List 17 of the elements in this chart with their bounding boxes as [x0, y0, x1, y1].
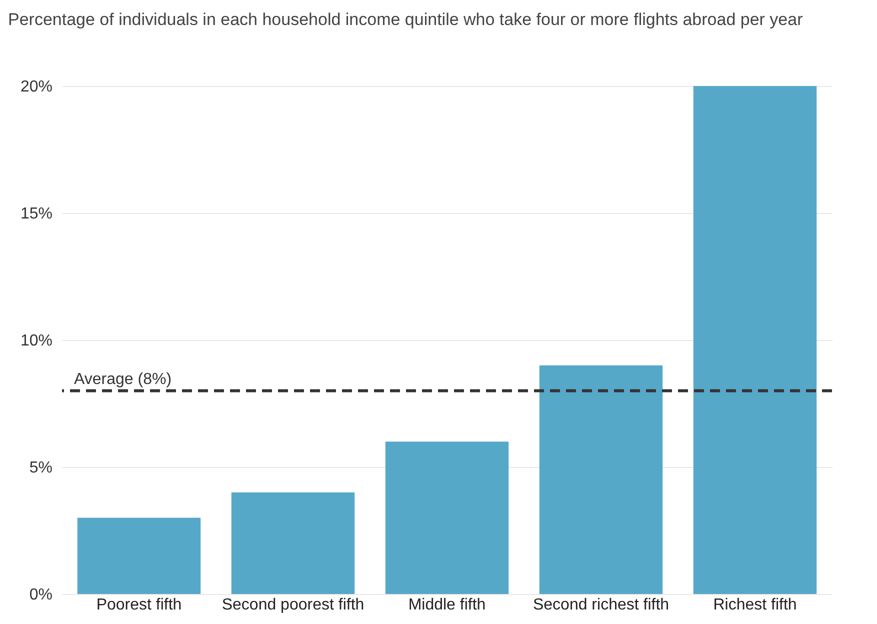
ref-line-label: Average (8%): [74, 370, 172, 388]
chart-title: Percentage of individuals in each household income quintile who take four or more flights abroad per year: [8, 9, 804, 31]
x-tick-label: Richest fifth: [713, 596, 797, 614]
y-tick-label: 5%: [29, 460, 52, 476]
y-tick-label: 0%: [29, 586, 52, 604]
bar: [693, 86, 817, 594]
bar: [231, 492, 355, 594]
y-tick-label: 10%: [20, 332, 52, 350]
bar: [77, 518, 201, 594]
y-tick-label: 20%: [20, 78, 52, 96]
bar: [385, 442, 509, 594]
x-tick-label: Middle fifth: [408, 596, 486, 614]
y-tick-label: 15%: [20, 206, 52, 222]
x-tick-label: Second richest fifth: [532, 596, 670, 614]
x-tick-label: Poorest fifth: [96, 596, 182, 614]
bar: [539, 365, 663, 594]
x-tick-label: Second poorest fifth: [222, 596, 364, 614]
